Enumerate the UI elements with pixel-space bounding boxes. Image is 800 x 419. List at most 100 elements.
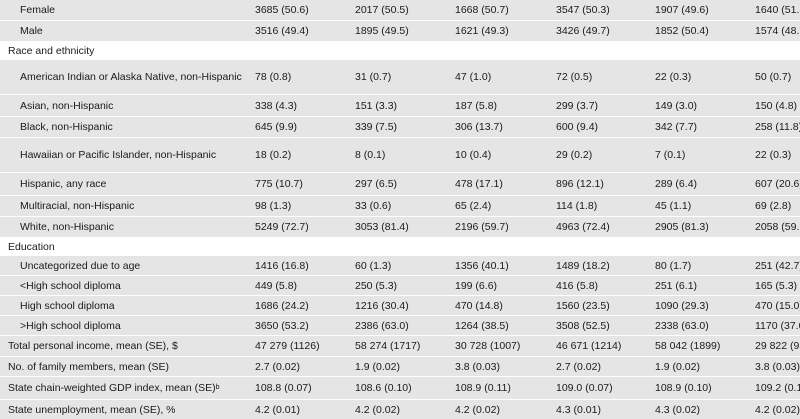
table-row: Asian, non-Hispanic 338 (4.3) 151 (3.3) 187… [0, 95, 800, 116]
table-cell: 3426 (49.7) [556, 25, 610, 37]
table-cell: 1640 (51.3) [755, 4, 800, 16]
section-title: Race and ethnicity [8, 44, 95, 57]
table-cell: 1621 (49.3) [455, 25, 509, 37]
table-cell: 72 (0.5) [556, 71, 593, 83]
table-cell: 1416 (16.8) [255, 259, 309, 272]
table-cell: 199 (6.6) [455, 279, 498, 292]
table-cell: 30 728 (1007) [455, 340, 521, 352]
table-cell: 60 (1.3) [355, 259, 392, 272]
table-cell: 1668 (50.7) [455, 4, 509, 16]
table-cell: 108.9 (0.10) [655, 382, 712, 394]
table-cell: 4.3 (0.01) [556, 403, 601, 416]
row-label: No. of family members, mean (SE) [8, 360, 170, 373]
table-cell: 10 (0.4) [455, 149, 492, 161]
table-cell: 645 (9.9) [255, 121, 298, 133]
table-cell: 3.8 (0.03) [455, 360, 500, 373]
table-cell: 1907 (49.6) [655, 4, 709, 16]
table-cell: 108.8 (0.07) [255, 382, 312, 394]
row-label: Hispanic, any race [20, 178, 107, 190]
row-label: <High school diploma [20, 279, 121, 292]
table-cell: 4.3 (0.02) [655, 403, 700, 416]
table-cell: 1560 (23.5) [556, 299, 610, 312]
table-cell: 78 (0.8) [255, 71, 292, 83]
table-cell: 187 (5.8) [455, 99, 498, 112]
table-cell: 251 (6.1) [655, 279, 698, 292]
table-cell: 1489 (18.2) [556, 259, 610, 272]
table-cell: 108.6 (0.10) [355, 382, 412, 394]
table-cell: 2338 (63.0) [655, 319, 709, 332]
table-cell: 58 042 (1899) [655, 340, 721, 352]
table-cell: 4.2 (0.02) [355, 403, 400, 416]
row-label: Total personal income, mean (SE), $ [8, 340, 178, 352]
table-row: American Indian or Alaska Native, non-Hi… [0, 60, 800, 94]
table-cell: 165 (5.3) [755, 279, 798, 292]
table-cell: 8 (0.1) [355, 149, 386, 161]
table-cell: 4.2 (0.02) [755, 403, 800, 416]
row-label: High school diploma [20, 299, 115, 312]
table-cell: 50 (0.7) [755, 71, 792, 83]
table-cell: 22 (0.3) [755, 149, 792, 161]
table-cell: 1216 (30.4) [355, 299, 409, 312]
table-cell: 339 (7.5) [355, 121, 398, 133]
table-row: >High school diploma 3650 (53.2) 2386 (63.… [0, 316, 800, 335]
table-cell: 5249 (72.7) [255, 221, 309, 233]
table-row: <High school diploma 449 (5.8) 250 (5.3) 19… [0, 276, 800, 295]
table-cell: 46 671 (1214) [556, 340, 622, 352]
row-label: American Indian or Alaska Native, non-Hi… [20, 71, 242, 83]
table-cell: 1895 (49.5) [355, 25, 409, 37]
table-cell: 1090 (29.3) [655, 299, 709, 312]
table-cell: 69 (2.8) [755, 200, 792, 212]
table-cell: 45 (1.1) [655, 200, 692, 212]
table-cell: 1686 (24.2) [255, 299, 309, 312]
table-cell: 31 (0.7) [355, 71, 392, 83]
table-cell: 3.8 (0.03) [755, 360, 800, 373]
table-cell: 150 (4.8) [755, 99, 798, 112]
section-title: Education [8, 240, 55, 253]
table-cell: 80 (1.7) [655, 259, 692, 272]
table-cell: 299 (3.7) [556, 99, 599, 112]
table-cell: 1.9 (0.02) [355, 360, 400, 373]
table-row: White, non-Hispanic 5249 (72.7) 3053 (81.4… [0, 217, 800, 237]
row-label: Female [20, 4, 56, 16]
table-row: Hawaiian or Pacific Islander, non-Hispan… [0, 138, 800, 172]
table-cell: 47 279 (1126) [255, 340, 320, 352]
table-cell: 149 (3.0) [655, 99, 698, 112]
table-cell: 2058 (59.1) [755, 221, 800, 233]
table-row: Black, non-Hispanic 645 (9.9) 339 (7.5) 306… [0, 117, 800, 137]
table-cell: 2196 (59.7) [455, 221, 509, 233]
table-cell: 1852 (50.4) [655, 25, 709, 37]
table-cell: 896 (12.1) [556, 178, 604, 190]
table-cell: 2017 (50.5) [355, 4, 409, 16]
table-cell: 600 (9.4) [556, 121, 599, 133]
table-cell: 2.7 (0.02) [255, 360, 300, 373]
row-label: Uncategorized due to age [20, 259, 141, 272]
table-cell: 47 (1.0) [455, 71, 492, 83]
table-cell: 33 (0.6) [355, 200, 392, 212]
table-cell: 338 (4.3) [255, 99, 298, 112]
row-label: State unemployment, mean (SE), % [8, 403, 176, 416]
table-cell: 258 (11.8) [755, 121, 800, 133]
section-header-row: Education [0, 238, 800, 255]
table-cell: 2386 (63.0) [355, 319, 409, 332]
table-cell: 250 (5.3) [355, 279, 398, 292]
table-cell: 109.0 (0.07) [556, 382, 613, 394]
table-cell: 306 (13.7) [455, 121, 503, 133]
table-cell: 18 (0.2) [255, 149, 292, 161]
table-cell: 3685 (50.6) [255, 4, 309, 16]
row-label: >High school diploma [20, 319, 121, 332]
table-cell: 1356 (40.1) [455, 259, 509, 272]
table-row: State unemployment, mean (SE), % 4.2 (0.0… [0, 400, 800, 419]
table-cell: 58 274 (1717) [355, 340, 421, 352]
table-cell: 4.2 (0.02) [455, 403, 500, 416]
table-cell: 7 (0.1) [655, 149, 686, 161]
table-cell: 1.9 (0.02) [655, 360, 700, 373]
table-cell: 98 (1.3) [255, 200, 292, 212]
table-cell: 416 (5.8) [556, 279, 599, 292]
row-label: Male [20, 25, 43, 37]
table-cell: 65 (2.4) [455, 200, 492, 212]
table-cell: 29 822 (954) [755, 340, 800, 352]
table-row: State chain-weighted GDP index, mean (SE… [0, 377, 800, 399]
table-cell: 3650 (53.2) [255, 319, 309, 332]
table-row: Female 3685 (50.6) 2017 (50.5) 1668 (50.7) 3… [0, 0, 800, 20]
